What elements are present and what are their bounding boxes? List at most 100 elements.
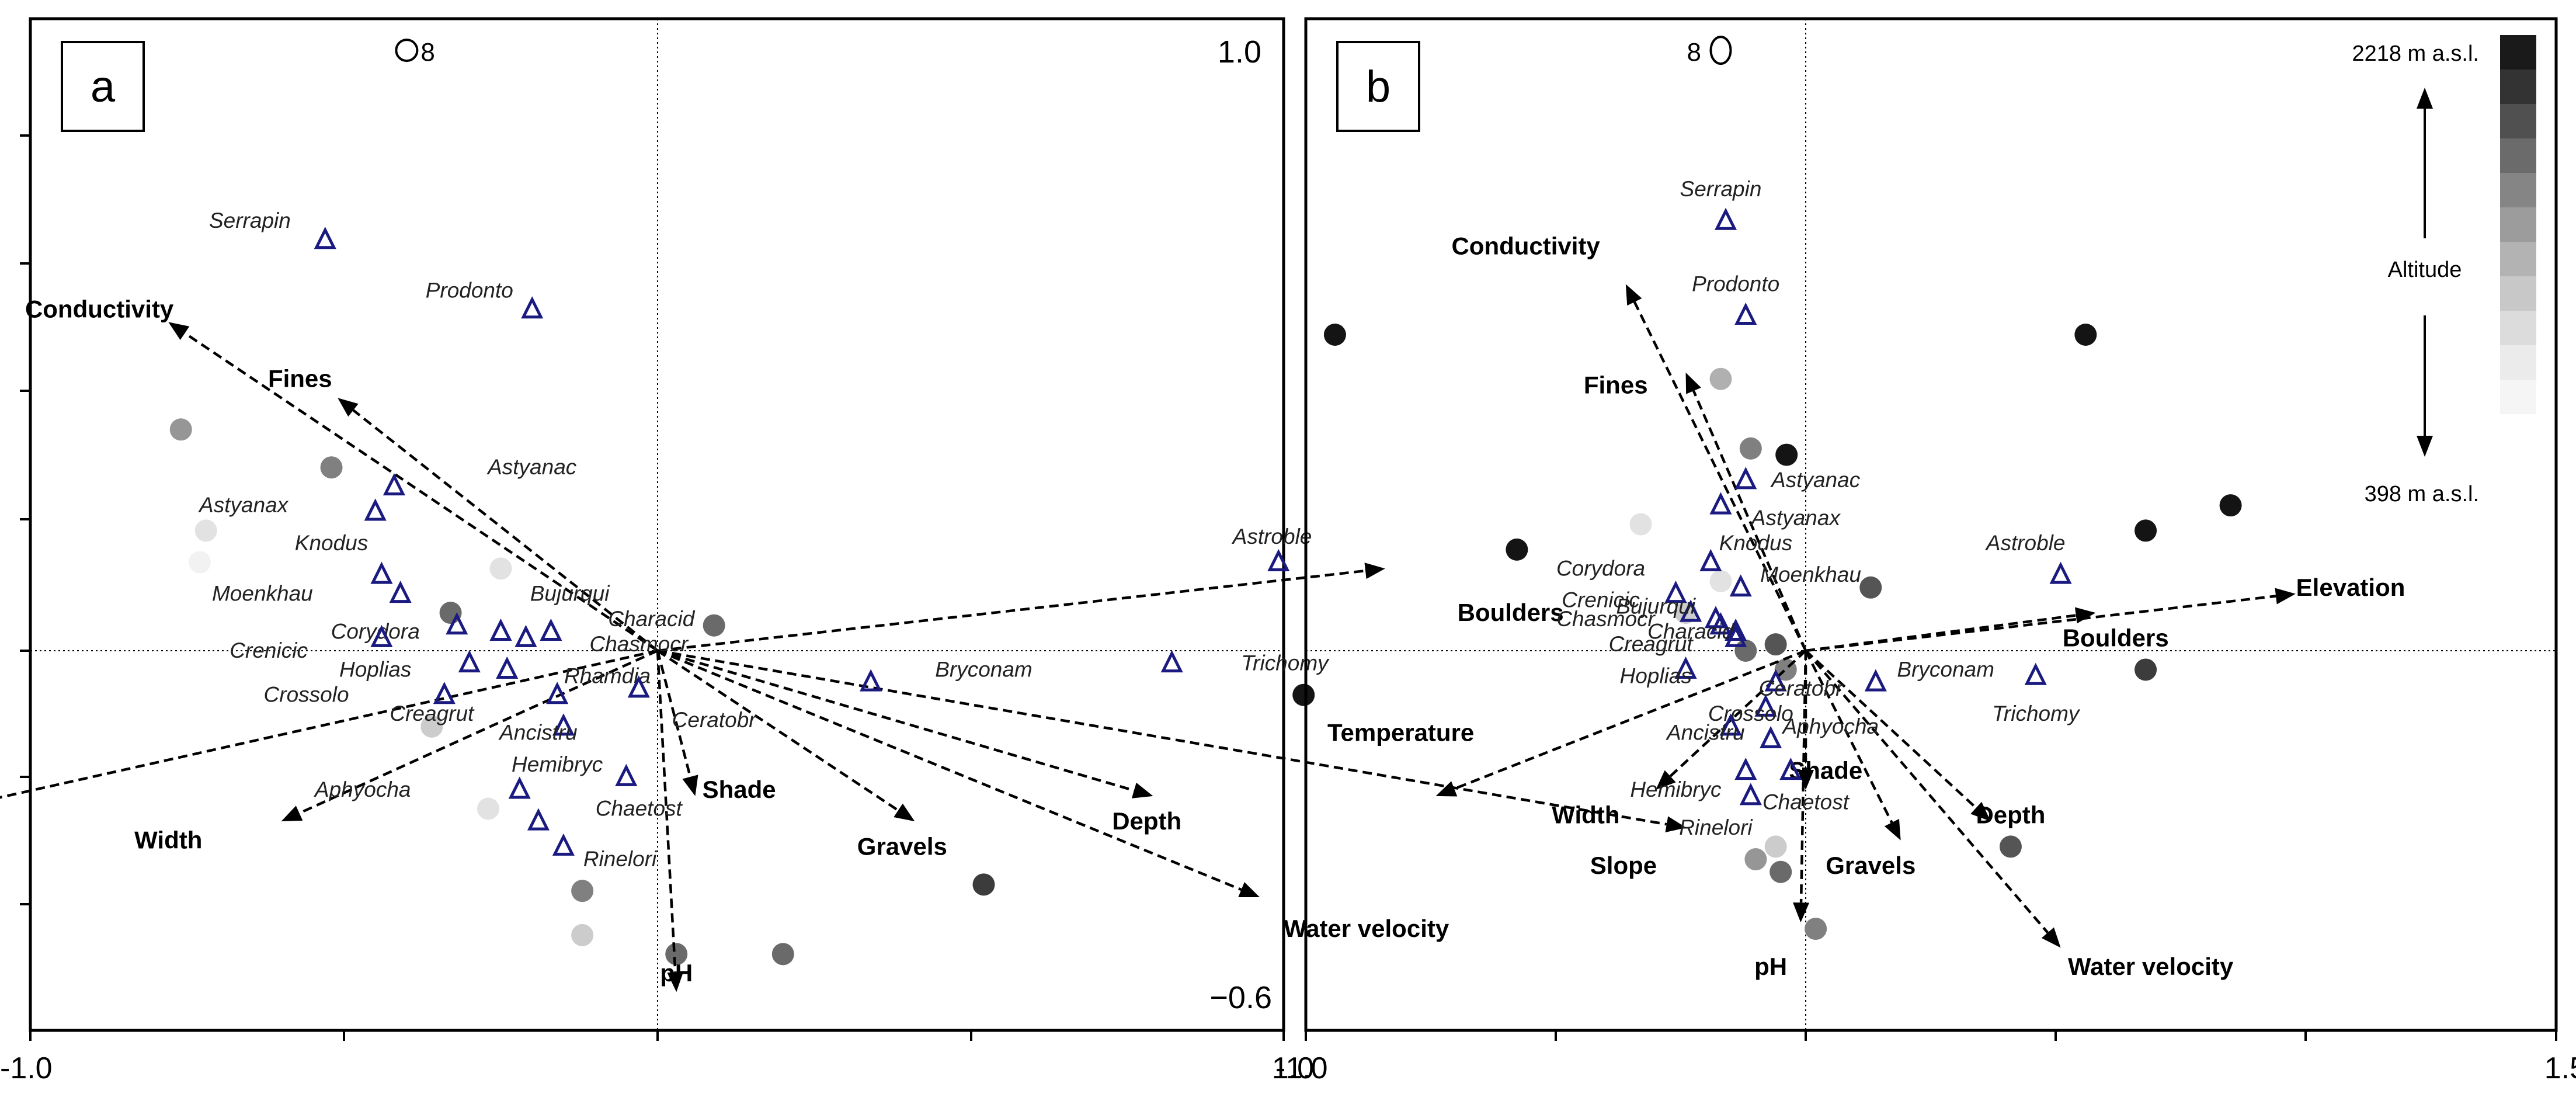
species-marker-moenkhau bbox=[389, 581, 412, 603]
species-label-crossolo: Crossolo bbox=[1708, 702, 1793, 725]
arrow-head bbox=[894, 803, 915, 822]
outlier-site bbox=[1709, 36, 1732, 65]
arrow-head bbox=[168, 322, 190, 340]
site-point bbox=[194, 519, 217, 542]
x-tick-label: 1.5 bbox=[2544, 1051, 2576, 1085]
env-arrow-elevation bbox=[1805, 595, 2276, 652]
legend-swatch bbox=[2500, 173, 2536, 207]
species-label-hemibryc: Hemibryc bbox=[512, 752, 603, 776]
panel-label: a bbox=[91, 62, 116, 112]
env-arrow-fines bbox=[352, 409, 659, 652]
legend-title: Altitude bbox=[2388, 258, 2462, 282]
species-label-astyanax: Astyanax bbox=[1750, 506, 1841, 530]
legend-up-arrow-head bbox=[2417, 88, 2433, 109]
arrow-head bbox=[1685, 372, 1701, 394]
panel-b: -1.0 1.5 b Conductivity Fines Temperature Widt… bbox=[1275, 17, 2576, 1085]
env-label-shade: Shade bbox=[703, 776, 776, 803]
species-marker-knodus bbox=[1699, 548, 1722, 572]
env-arrow-ph bbox=[1799, 650, 1807, 903]
species-label-moenkhau: Moenkhau bbox=[212, 582, 313, 606]
env-label-elevation: Elevation bbox=[2296, 574, 2405, 601]
panel-label-box bbox=[1336, 41, 1420, 132]
plot-frame bbox=[1304, 17, 2558, 1032]
env-label-gravels: Gravels bbox=[857, 832, 947, 860]
legend-swatch bbox=[2500, 207, 2536, 242]
env-label-boulders: Boulders bbox=[2063, 624, 2169, 651]
arrow-head bbox=[2074, 607, 2096, 624]
site-point bbox=[169, 418, 192, 441]
species-label-corydora: Corydora bbox=[1556, 556, 1645, 580]
env-arrow-conductivity bbox=[1633, 301, 1807, 651]
species-label-ceratobr: Ceratobr bbox=[672, 708, 757, 732]
species-marker-characid bbox=[1725, 618, 1747, 641]
site-point bbox=[1739, 437, 1762, 460]
legend-swatch bbox=[2500, 35, 2536, 70]
species-marker-bryconam bbox=[860, 669, 882, 692]
species-label-crenicic: Crenicic bbox=[1562, 588, 1640, 612]
arrow-head bbox=[1238, 882, 1260, 898]
env-label-boulders: Boulders bbox=[1458, 599, 1564, 626]
species-label-creagrut: Creagrut bbox=[390, 702, 475, 725]
species-marker-aphyocha bbox=[1760, 725, 1782, 748]
env-arrow-boulders bbox=[1805, 614, 2077, 652]
species-label-bujurqui: Bujurqui bbox=[530, 582, 611, 606]
legend-down-arrow-head bbox=[2417, 436, 2433, 457]
species-marker-corydora bbox=[1664, 581, 1687, 603]
arrow-head bbox=[682, 775, 698, 796]
y-axis-bottom-label: −0.6 bbox=[1209, 980, 1272, 1015]
env-label-width: Width bbox=[134, 827, 202, 854]
env-arrow-width bbox=[298, 649, 658, 815]
site-point bbox=[320, 456, 343, 479]
legend-min-label: 398 m a.s.l. bbox=[2365, 482, 2479, 506]
species-label-creagrut: Creagrut bbox=[1609, 632, 1694, 656]
site-point bbox=[1775, 443, 1798, 466]
arrow-head bbox=[667, 971, 684, 992]
species-marker-trichomy bbox=[2024, 662, 2047, 685]
env-label-fines: Fines bbox=[1584, 371, 1648, 399]
species-marker-crenicic bbox=[1680, 599, 1702, 622]
panel-label-box bbox=[61, 41, 145, 132]
species-label-prodonto: Prodonto bbox=[426, 278, 513, 302]
species-marker-hoplias bbox=[1674, 656, 1697, 679]
env-label-fines: Fines bbox=[268, 365, 332, 393]
species-label-crenicic: Crenicic bbox=[230, 638, 308, 662]
site-point bbox=[477, 797, 500, 820]
arrow-head bbox=[338, 398, 359, 417]
site-point bbox=[972, 873, 995, 896]
species-label-ancistru: Ancistru bbox=[498, 721, 578, 745]
species-marker-crenicic bbox=[370, 624, 393, 647]
legend-max-label: 2218 m a.s.l. bbox=[2352, 41, 2479, 66]
species-marker-creagrut bbox=[1725, 624, 1747, 647]
site-point bbox=[420, 715, 443, 738]
species-marker-hoplias bbox=[458, 650, 481, 673]
species-marker-trichomy bbox=[1160, 650, 1183, 673]
arrow-head bbox=[2041, 927, 2061, 948]
x-tick-label: 1.0 bbox=[1272, 1051, 1314, 1085]
species-marker-hemibryc bbox=[615, 763, 638, 786]
env-label-gravels: Gravels bbox=[1826, 852, 1916, 879]
species-marker-ceratobr bbox=[627, 675, 650, 698]
env-label-depth: Depth bbox=[1112, 807, 1181, 835]
species-marker-chaetost bbox=[527, 808, 550, 831]
site-point bbox=[1859, 576, 1882, 599]
site-point bbox=[665, 943, 688, 966]
arrow-head bbox=[1625, 284, 1642, 306]
site-point bbox=[571, 880, 594, 902]
species-marker-bryconam bbox=[1864, 669, 1887, 692]
arrow-head bbox=[1435, 781, 1458, 797]
env-arrow-ph bbox=[656, 650, 677, 973]
species-label-astroble: Astroble bbox=[1985, 531, 2066, 555]
arrow-head bbox=[2275, 588, 2296, 605]
site-point bbox=[1999, 835, 2022, 858]
site-point bbox=[1709, 367, 1732, 390]
env-arrow-temperature bbox=[0, 649, 658, 799]
legend-swatch bbox=[2500, 345, 2536, 380]
site-point bbox=[2135, 658, 2157, 681]
species-label-astyanac: Astyanac bbox=[486, 455, 577, 479]
site-point bbox=[1770, 860, 1792, 883]
species-marker-crossolo bbox=[1754, 694, 1777, 717]
species-marker-rinelori bbox=[1739, 783, 1762, 805]
species-label-crossolo: Crossolo bbox=[264, 683, 349, 707]
arrow-head bbox=[1970, 801, 1991, 822]
panel-a: -1.01.0a1.0−0.6ConductivityFinesTemperat… bbox=[0, 17, 1798, 1085]
